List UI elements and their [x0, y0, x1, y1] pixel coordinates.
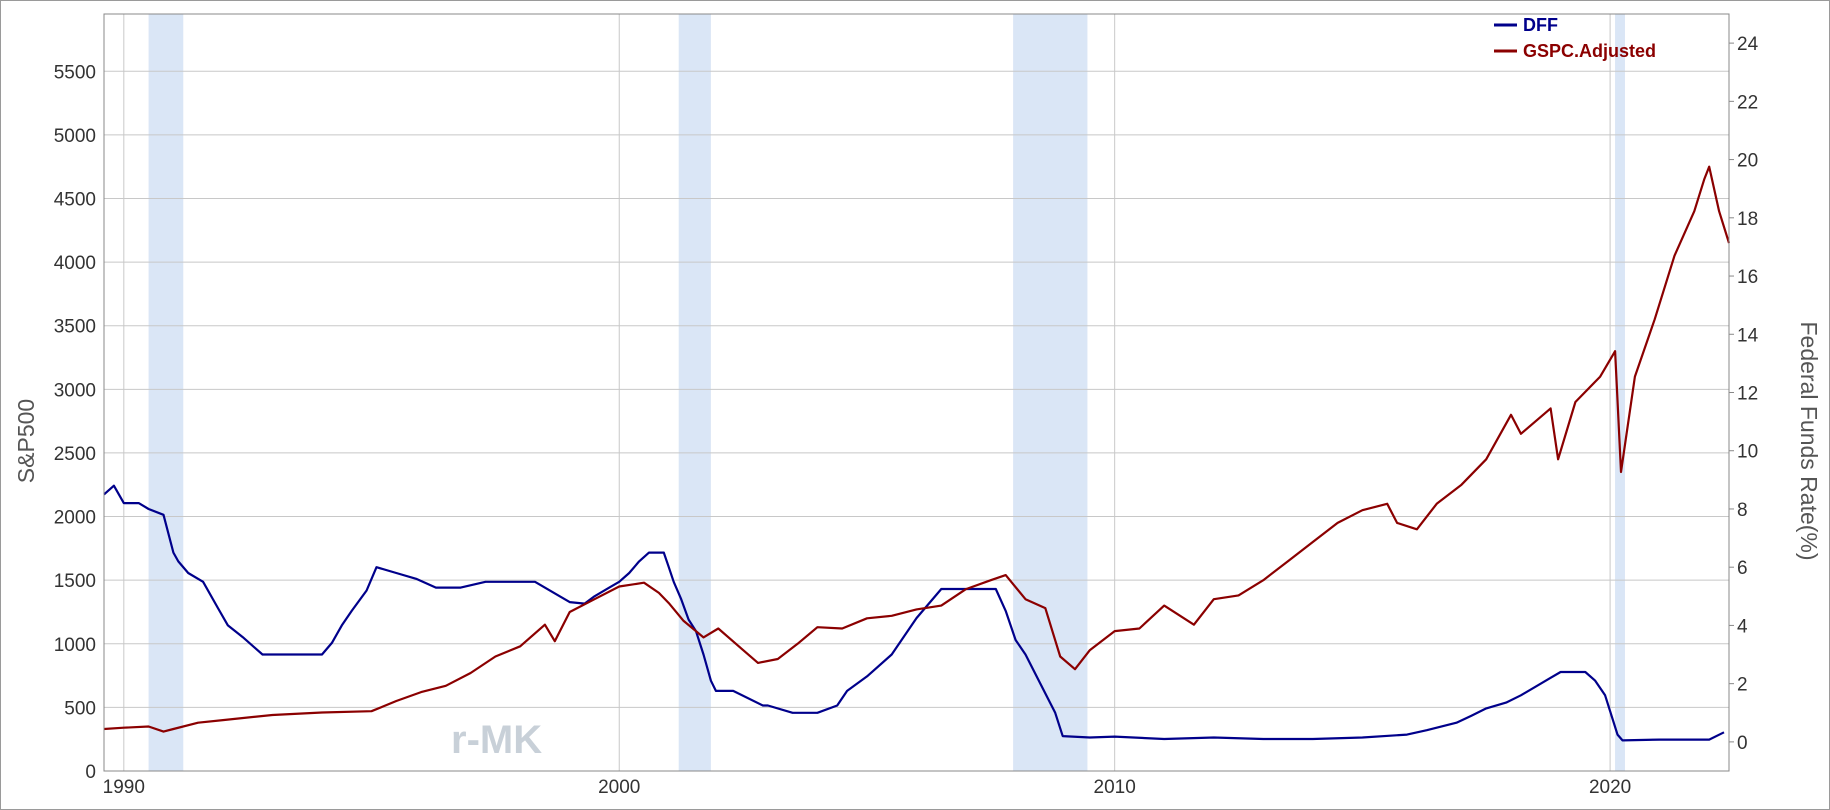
y2-tick-label-1: 2	[1737, 675, 1748, 696]
series-line-dff	[103, 484, 1725, 742]
y-tick-label-6: 3000	[54, 380, 96, 401]
y2-tick-label-3: 6	[1737, 558, 1748, 579]
y2-tick-label-10: 20	[1737, 151, 1758, 172]
y2-tick-label-11: 22	[1737, 92, 1758, 113]
legend-label-dff: DFF	[1523, 15, 1558, 35]
y-tick-label-1: 500	[64, 698, 96, 719]
grid	[104, 14, 1729, 772]
recession-band-3	[1615, 14, 1625, 771]
y2-tick-label-5: 10	[1737, 442, 1758, 463]
y-tick-label-10: 5000	[54, 126, 96, 147]
y-tick-label-4: 2000	[54, 508, 96, 529]
watermark: r-MK	[451, 718, 542, 762]
y2-tick-label-4: 8	[1737, 500, 1748, 521]
y-tick-label-5: 2500	[54, 444, 96, 465]
legend: DFF GSPC.Adjusted	[1494, 15, 1656, 61]
y2-tick-label-0: 0	[1737, 733, 1748, 754]
y-axis-title: S&P500	[13, 399, 39, 483]
y-tick-label-7: 3500	[54, 317, 96, 338]
y2-tick-label-7: 14	[1737, 325, 1759, 346]
y2-tick-label-12: 24	[1737, 34, 1759, 55]
y-tick-label-9: 4500	[54, 189, 96, 210]
recession-band-1	[678, 14, 711, 771]
y2-tick-label-9: 18	[1737, 209, 1758, 230]
y-tick-label-8: 4000	[54, 253, 96, 274]
recession-band-0	[148, 14, 184, 771]
series-lines	[103, 165, 1731, 742]
recession-shading	[148, 14, 1625, 771]
y2-tick-label-2: 4	[1737, 616, 1748, 637]
tick-labels: 0 500 1000 1500 2000 2500 3000 3500 4000 4500 5000…	[54, 34, 1759, 798]
y-tick-label-2: 1000	[54, 635, 96, 656]
x-tick-label-2: 2010	[1094, 777, 1136, 798]
y-tick-label-0: 0	[85, 762, 96, 783]
series-line-gspc-adjusted	[103, 165, 1731, 733]
y2-tick-label-6: 12	[1737, 384, 1758, 405]
plot-border	[103, 13, 1730, 772]
x-tick-label-1: 2000	[598, 777, 640, 798]
x-tick-label-0: 1990	[103, 777, 145, 798]
y-tick-label-3: 1500	[54, 571, 96, 592]
recession-band-2	[1013, 14, 1088, 771]
y2-axis-title: Federal Funds Rate(%)	[1796, 321, 1822, 560]
y-tick-label-11: 5500	[54, 62, 96, 83]
x-tick-label-3: 2020	[1589, 777, 1631, 798]
y2-tick-label-8: 16	[1737, 267, 1758, 288]
legend-label-gspc: GSPC.Adjusted	[1523, 41, 1656, 61]
